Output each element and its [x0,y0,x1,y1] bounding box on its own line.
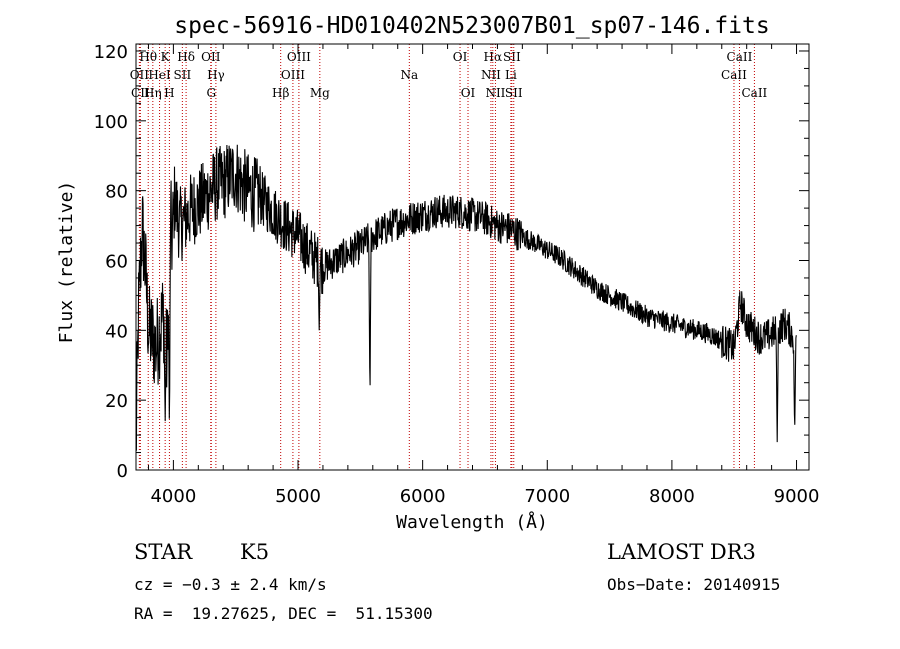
spectral-line-label: CaII [741,86,767,100]
plot-frame [135,43,810,471]
y-tick-label: 0 [117,461,128,482]
spectral-line-label: HeI [148,68,171,82]
object-class: STAR [134,540,193,564]
spectral-line-label: Hα [484,50,503,64]
coordinates-text: RA = 19.27625, DEC = 51.15300 [134,604,433,623]
y-tick-label: 80 [105,182,128,203]
spectral-line-markers: HθOIICIIHηHeIKHSIIHδOIIHγGHβOIIIOIIIMgNa… [130,44,768,470]
chart-title: spec-56916-HD010402N523007B01_sp07-146.f… [174,13,769,39]
y-tick-label: 60 [105,251,128,272]
spectrum-plot [135,144,797,451]
axis-ticks: 4000 5000 6000 7000 8000 9000 0 20 40 60 80 100 120 [94,42,820,507]
spectral-line-label: SII [505,86,523,100]
spectral-line-label: OI [461,86,476,100]
x-axis-label: Wavelength (Å) [396,511,548,533]
x-tick-label: 4000 [150,486,196,507]
spectral-line-label: NII [485,86,505,100]
y-tick-label: 100 [94,112,128,133]
x-tick-label: 9000 [774,486,820,507]
spectral-line-label: CaII [721,68,747,82]
spectral-line-label: SII [174,68,192,82]
y-tick-label: 20 [105,391,128,412]
redshift-text: cz = −0.3 ± 2.4 km/s [134,575,327,594]
y-axis-label: Flux (relative) [56,181,77,344]
spectral-line-label: OII [130,68,150,82]
x-tick-label: 5000 [275,486,321,507]
spectral-line-label: Hβ [272,86,289,100]
y-tick-label: 40 [105,321,128,342]
spectral-line-label: Hη [144,86,162,100]
spectral-line-label: Hγ [207,68,225,82]
spectral-line-label: Na [400,68,418,82]
spectral-line-label: H [164,86,174,100]
spectral-line-label: Hδ [177,50,195,64]
spectral-line-label: Mg [310,86,330,100]
spectral-line-label: CaII [727,50,753,64]
spectral-line-label: Hθ [139,50,157,64]
spectral-line-label: G [206,86,216,100]
x-tick-label: 7000 [524,486,570,507]
spectral-line-label: K [161,50,171,64]
spectral-line-label: OIII [287,50,311,64]
spectral-line-label: Li [505,68,517,82]
x-tick-label: 6000 [400,486,446,507]
spectral-line-label: OI [453,50,468,64]
survey-label: LAMOST DR3 [607,540,756,564]
spectral-line-label: OIII [281,68,305,82]
object-subclass: K5 [240,540,270,564]
y-tick-label: 120 [94,42,128,63]
spectral-line-label: SII [503,50,521,64]
x-tick-label: 8000 [649,486,695,507]
spectrum-line [135,144,797,451]
spectral-line-label: NII [481,68,501,82]
obs-date-text: Obs−Date: 20140915 [607,575,781,594]
